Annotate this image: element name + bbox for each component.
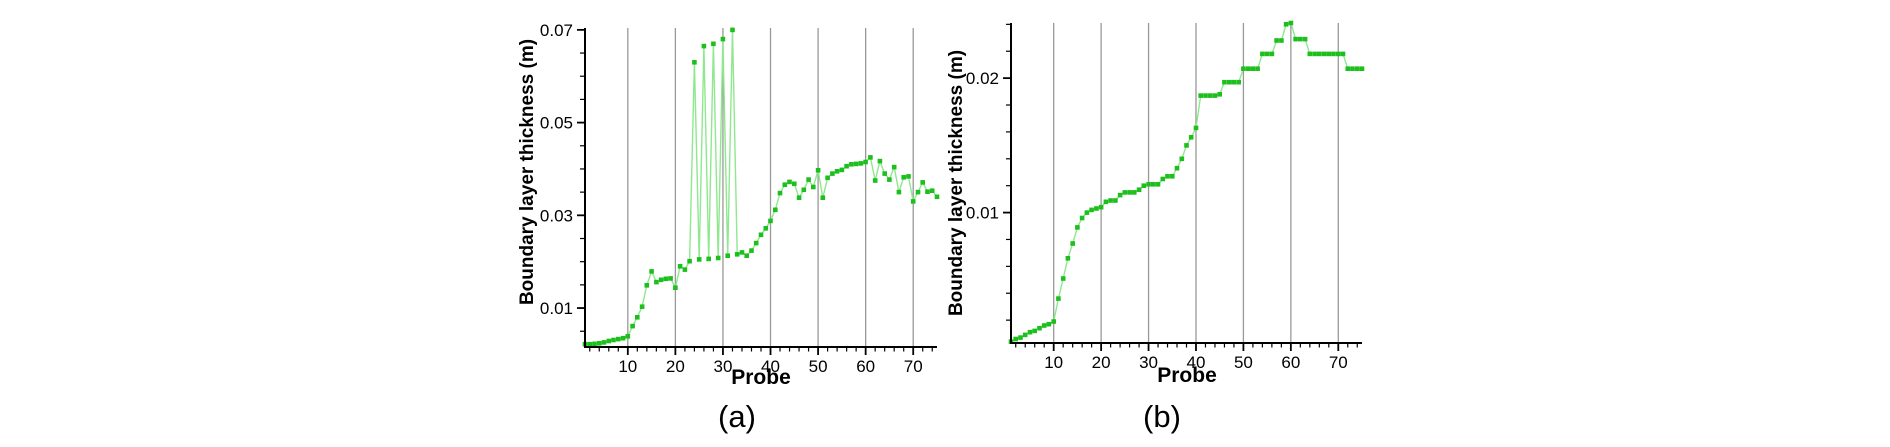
chart-a-series-line xyxy=(585,29,938,345)
chart-b-x-tick-label: 70 xyxy=(1329,353,1348,372)
chart-a-y-tick-label: 0.01 xyxy=(540,299,573,318)
chart-b-x-tick-label: 50 xyxy=(1234,353,1253,372)
chart-a-x-tick-label: 70 xyxy=(904,357,923,376)
chart-b-x-axis-title: Probe xyxy=(1157,364,1217,387)
chart-b-series-markers xyxy=(1008,20,1365,344)
chart-a-x-tick-label: 50 xyxy=(809,357,828,376)
chart-b-series-line xyxy=(1010,22,1362,343)
chart-a-x-tick-label: 30 xyxy=(713,357,732,376)
chart-b-axes: 10 20 30 40 50 60 70 0.01 0.02 xyxy=(966,23,1362,372)
chart-a-y-tick-label: 0.07 xyxy=(540,21,573,40)
chart-a-axes: 10 20 30 40 50 60 70 0.01 0.03 0.05 0.07 xyxy=(540,21,937,376)
chart-b-x-tick-label: 20 xyxy=(1092,353,1111,372)
chart-a-x-tick-label: 40 xyxy=(761,357,780,376)
chart-b-x-tick-label: 60 xyxy=(1281,353,1300,372)
panel-b-caption: (b) xyxy=(1143,399,1181,434)
chart-a-x-tick-label: 10 xyxy=(618,357,637,376)
chart-a-gridlines xyxy=(627,28,914,347)
chart-a-y-tick-label: 0.05 xyxy=(540,114,573,133)
chart-a-x-axis-title: Probe xyxy=(731,366,791,389)
chart-b-x-tick-label: 40 xyxy=(1187,353,1206,372)
chart-b-x-tick-label: 10 xyxy=(1044,353,1063,372)
chart-a-series-markers xyxy=(582,27,940,347)
chart-a-x-tick-label: 20 xyxy=(666,357,685,376)
panel-a-caption: (a) xyxy=(718,399,756,434)
chart-b-y-axis-title: Boundary layer thickness (m) xyxy=(946,49,967,317)
chart-b-gridlines xyxy=(1053,23,1339,343)
chart-a: 10 20 30 40 50 60 70 0.01 0.03 0.05 0.07 xyxy=(540,21,940,376)
chart-b-x-tick-label: 30 xyxy=(1139,353,1158,372)
chart-b-y-tick-label: 0.01 xyxy=(966,204,999,223)
chart-a-y-axis-title: Boundary layer thickness (m) xyxy=(517,38,538,306)
chart-b-y-tick-label: 0.02 xyxy=(966,69,999,88)
chart-b: 10 20 30 40 50 60 70 0.01 0.02 xyxy=(966,20,1365,372)
chart-a-y-tick-label: 0.03 xyxy=(540,206,573,225)
chart-a-x-tick-label: 60 xyxy=(856,357,875,376)
